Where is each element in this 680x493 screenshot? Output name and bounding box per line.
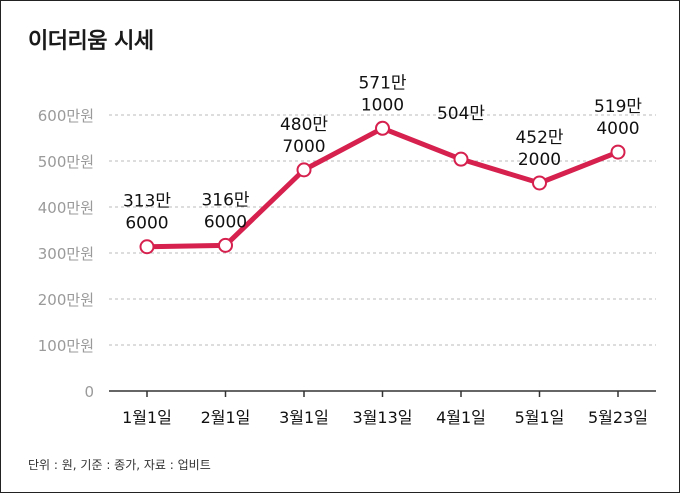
data-point bbox=[218, 237, 233, 253]
y-tick-label: 100만원 bbox=[38, 337, 94, 355]
y-tick-label: 0 bbox=[84, 383, 94, 401]
y-tick-label: 500만원 bbox=[38, 153, 94, 171]
data-label-value-remainder: 4000 bbox=[596, 119, 639, 139]
data-label-value: 316만 bbox=[201, 190, 249, 210]
data-label-value-remainder: 1000 bbox=[361, 95, 404, 115]
x-tick-label: 1월1일 bbox=[122, 408, 172, 427]
data-point bbox=[532, 175, 547, 191]
x-tick-label: 5월23일 bbox=[588, 408, 648, 427]
data-label-value: 519만 bbox=[594, 97, 642, 117]
y-tick-label: 400만원 bbox=[38, 199, 94, 217]
x-tick-label: 3월1일 bbox=[279, 408, 329, 427]
data-point bbox=[296, 162, 312, 178]
x-tick-label: 5월1일 bbox=[515, 408, 565, 427]
y-tick-label: 200만원 bbox=[38, 291, 94, 309]
x-tick-label: 4월1일 bbox=[436, 408, 486, 427]
chart-footnote: 단위 : 원, 기준 : 종가, 자료 : 업비트 bbox=[28, 458, 211, 472]
data-label-value: 452만 bbox=[515, 128, 563, 148]
data-label-value: 480만 bbox=[280, 115, 328, 135]
data-label-value: 571만 bbox=[358, 73, 406, 93]
y-tick-label: 300만원 bbox=[38, 245, 94, 263]
data-label-value: 313만 bbox=[123, 192, 171, 212]
data-point bbox=[453, 151, 469, 167]
data-label-value: 504만 bbox=[437, 104, 485, 124]
x-tick-label: 3월13일 bbox=[353, 408, 413, 427]
data-label-value-remainder: 6000 bbox=[204, 212, 247, 232]
chart-title: 이더리움 시세 bbox=[28, 29, 154, 54]
data-point bbox=[139, 239, 155, 255]
y-tick-label: 600만원 bbox=[38, 107, 94, 125]
data-point bbox=[610, 144, 626, 160]
data-point bbox=[375, 120, 390, 136]
data-label-value-remainder: 7000 bbox=[282, 137, 325, 157]
x-tick-label: 2월1일 bbox=[201, 408, 251, 427]
data-label-value-remainder: 2000 bbox=[518, 150, 561, 170]
data-label-value-remainder: 6000 bbox=[125, 214, 168, 234]
